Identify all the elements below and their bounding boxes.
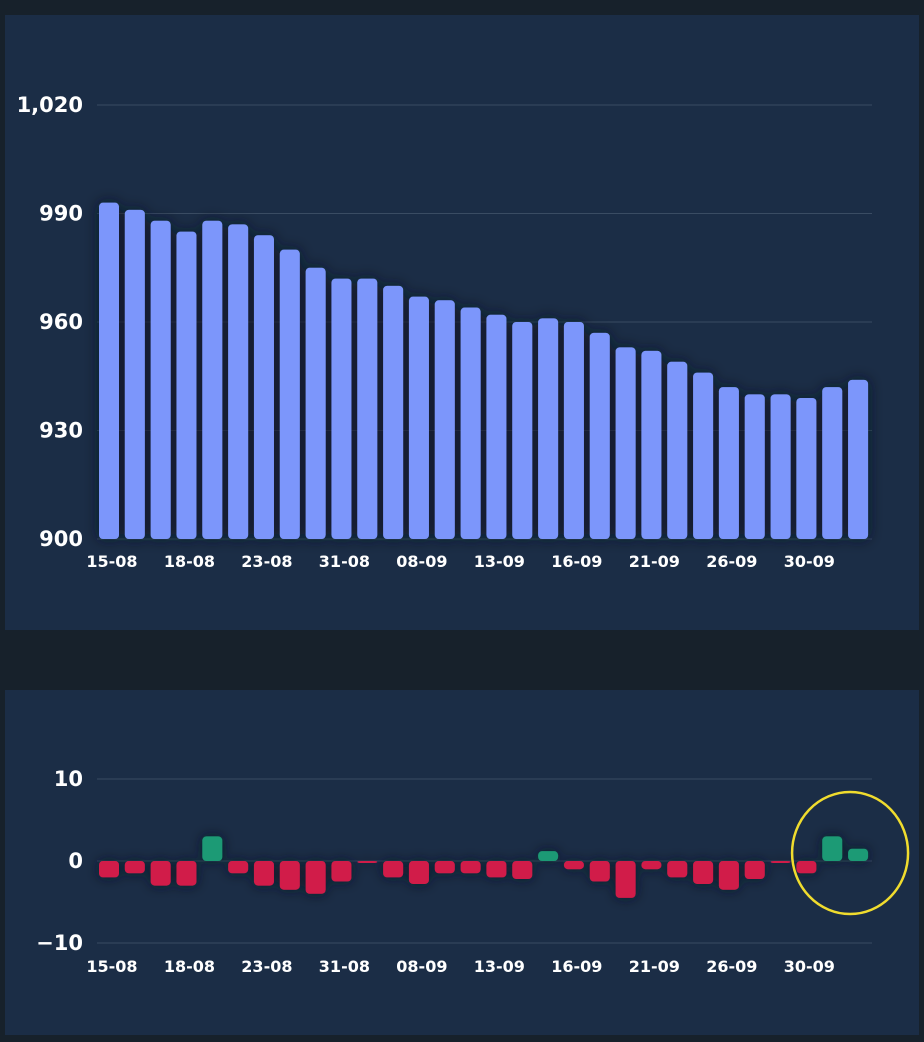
change-bar-negative xyxy=(615,861,636,898)
change-bar-negative xyxy=(770,861,791,863)
change-bar-negative xyxy=(408,861,429,884)
change-bar-negative xyxy=(693,861,714,884)
change-bar-positive xyxy=(848,848,869,861)
change-bar-negative xyxy=(667,861,688,878)
change-y-tick-label: 0 xyxy=(68,849,83,873)
change-x-tick-label: 08-09 xyxy=(396,957,447,976)
price-bar xyxy=(667,361,688,539)
change-bar-negative xyxy=(563,861,584,870)
price-y-tick-label: 1,020 xyxy=(17,93,83,117)
price-bar xyxy=(383,285,404,539)
price-bar xyxy=(718,387,739,539)
price-y-tick-label: 900 xyxy=(39,527,83,551)
price-x-tick-label: 23-08 xyxy=(241,552,292,571)
price-bar xyxy=(253,235,274,539)
price-y-tick-label: 930 xyxy=(39,419,83,443)
change-bar-negative xyxy=(228,861,249,874)
price-bar xyxy=(848,379,869,539)
change-bar-negative xyxy=(383,861,404,878)
highlight-circle xyxy=(790,790,910,916)
price-bar xyxy=(99,202,119,539)
price-bar xyxy=(228,224,249,539)
change-y-tick-label: −10 xyxy=(36,931,83,955)
change-bar-negative xyxy=(331,861,352,882)
price-bar xyxy=(305,267,326,539)
change-x-tick-label: 21-09 xyxy=(629,957,680,976)
price-bar xyxy=(512,322,533,539)
change-bar-negative xyxy=(150,861,171,886)
change-bar-negative xyxy=(176,861,197,886)
change-bar-negative xyxy=(434,861,455,874)
price-bar-chart: 900 930 960 990 1,020 15-08 18-08 23-08 31-08 08-… xyxy=(17,93,872,571)
price-bar xyxy=(615,347,636,539)
change-bar-positive xyxy=(822,836,843,861)
change-x-tick-label: 30-09 xyxy=(784,957,835,976)
price-x-tick-label: 15-08 xyxy=(86,552,137,571)
price-bar xyxy=(176,231,197,540)
price-bar xyxy=(538,318,559,539)
price-bar xyxy=(693,372,714,539)
change-x-tick-label: 26-09 xyxy=(706,957,757,976)
change-chart-panel: −10 0 10 15-08 18-08 23-08 31-08 08-09 13-09 16-0… xyxy=(5,690,919,1035)
price-x-tick-label: 18-08 xyxy=(164,552,215,571)
price-bar xyxy=(408,296,429,539)
change-x-tick-label: 18-08 xyxy=(164,957,215,976)
change-bar-negative xyxy=(512,861,533,880)
change-bar-negative xyxy=(357,861,378,863)
change-y-tick-label: 10 xyxy=(54,767,83,791)
price-x-tick-label: 30-09 xyxy=(784,552,835,571)
change-bar-negative xyxy=(744,861,765,880)
price-bar xyxy=(460,307,481,539)
change-bar-chart: −10 0 10 15-08 18-08 23-08 31-08 08-09 13-09 16-0… xyxy=(36,767,910,976)
price-x-tick-label: 21-09 xyxy=(629,552,680,571)
price-bar xyxy=(331,278,352,539)
price-bars xyxy=(99,202,869,540)
price-y-tick-label: 990 xyxy=(39,202,83,226)
change-bar-negative xyxy=(486,861,507,878)
price-x-tick-label: 08-09 xyxy=(396,552,447,571)
change-bar-negative xyxy=(124,861,145,874)
price-bar xyxy=(589,332,610,539)
change-x-tick-label: 13-09 xyxy=(474,957,525,976)
change-bar-negative xyxy=(279,861,300,890)
price-bar xyxy=(822,387,843,539)
change-bar-negative xyxy=(718,861,739,890)
price-bar xyxy=(744,394,765,539)
change-bar-negative xyxy=(305,861,326,894)
price-chart-panel: 900 930 960 990 1,020 15-08 18-08 23-08 31-08 08-… xyxy=(5,15,919,630)
change-bar-negative xyxy=(589,861,610,882)
change-bar-positive xyxy=(538,851,559,861)
change-bar-negative xyxy=(99,861,119,878)
price-bar xyxy=(796,397,817,539)
change-bar-negative xyxy=(460,861,481,874)
change-bar-negative xyxy=(796,861,817,874)
price-bar xyxy=(641,350,662,539)
price-bar xyxy=(434,300,455,539)
change-x-tick-label: 31-08 xyxy=(319,957,370,976)
price-y-tick-label: 960 xyxy=(39,310,83,334)
price-x-tick-label: 13-09 xyxy=(474,552,525,571)
change-x-tick-label: 23-08 xyxy=(241,957,292,976)
price-bar xyxy=(486,314,507,539)
change-x-tick-label: 15-08 xyxy=(86,957,137,976)
price-bar xyxy=(150,220,171,539)
price-bar xyxy=(357,278,378,539)
price-x-tick-label: 31-08 xyxy=(319,552,370,571)
change-bars xyxy=(99,836,869,898)
price-bar xyxy=(202,220,223,539)
price-x-tick-label: 26-09 xyxy=(706,552,757,571)
price-bar xyxy=(124,209,145,539)
change-x-tick-label: 16-09 xyxy=(551,957,602,976)
price-bar xyxy=(279,249,300,539)
price-bar xyxy=(563,322,584,539)
change-bar-negative xyxy=(641,861,662,870)
price-bar xyxy=(770,394,791,539)
change-bar-negative xyxy=(253,861,274,886)
price-x-tick-label: 16-09 xyxy=(551,552,602,571)
change-bar-positive xyxy=(202,836,223,861)
